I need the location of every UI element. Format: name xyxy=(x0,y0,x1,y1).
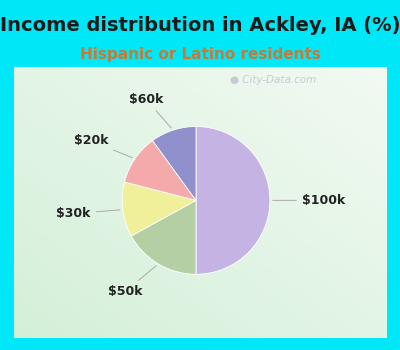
Text: $50k: $50k xyxy=(108,266,156,298)
Text: $20k: $20k xyxy=(74,134,132,158)
Text: ● City-Data.com: ● City-Data.com xyxy=(230,75,316,85)
Text: Hispanic or Latino residents: Hispanic or Latino residents xyxy=(80,47,320,62)
Wedge shape xyxy=(122,182,196,236)
Text: Income distribution in Ackley, IA (%): Income distribution in Ackley, IA (%) xyxy=(0,16,400,35)
Text: $100k: $100k xyxy=(273,194,345,207)
Wedge shape xyxy=(124,141,196,200)
Wedge shape xyxy=(131,200,196,274)
Wedge shape xyxy=(152,126,196,200)
Text: $30k: $30k xyxy=(56,207,120,220)
Text: $60k: $60k xyxy=(129,93,171,128)
Wedge shape xyxy=(196,126,270,274)
